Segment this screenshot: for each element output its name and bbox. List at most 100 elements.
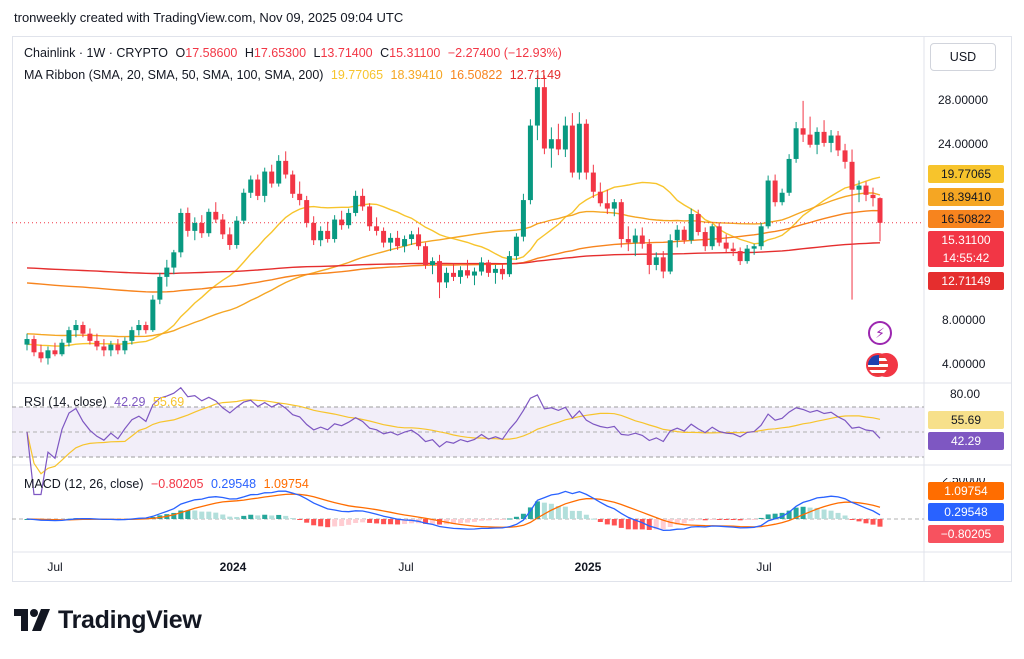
macd-histogram-bar [814, 507, 820, 519]
candle-up [611, 202, 617, 209]
ma100-value: 16.50822 [450, 68, 503, 82]
macd-line [26, 490, 881, 532]
rsi-line [26, 386, 881, 496]
macd-signal-value: 1.09754 [263, 477, 309, 491]
macd-histogram-bar [723, 519, 729, 520]
candle-up [534, 87, 540, 126]
candle-down [660, 257, 666, 272]
rsi-value: 42.29 [114, 395, 146, 409]
candle-down [360, 195, 366, 207]
candle-down [800, 128, 806, 135]
rsi-title: RSI (14, close) [24, 395, 107, 409]
macd-histogram-bar [695, 519, 701, 521]
chart-frame [12, 36, 1012, 582]
ma-title: MA Ribbon (SMA, 20, SMA, 50, SMA, 100, S… [24, 68, 324, 82]
macd-histogram-bar [877, 519, 883, 527]
candle-down [842, 150, 848, 162]
candle-down [143, 325, 149, 331]
candle-down [304, 200, 310, 223]
chart-header: tronweekly created with TradingView.com,… [14, 10, 404, 25]
macd-histogram-bar [758, 517, 764, 519]
macd-histogram-bar [555, 506, 561, 519]
candle-up [346, 212, 352, 226]
candle-up [206, 211, 212, 234]
close-label: C [380, 46, 390, 60]
candle-up [513, 236, 519, 257]
candle-down [499, 268, 505, 275]
macd-histogram-bar [360, 519, 366, 523]
macd-signal-line [26, 493, 881, 528]
candle-down [716, 226, 722, 243]
macd-histogram-bar [870, 519, 876, 525]
candle-down [416, 234, 422, 247]
symbol-title: Chainlink · 1W · CRYPTO [24, 46, 169, 60]
price-legend: Chainlink · 1W · CRYPTO O17.58600 H17.65… [24, 46, 566, 60]
candle-down [555, 139, 561, 150]
candle-up [527, 125, 533, 201]
sma50-line [26, 192, 881, 338]
macd-histogram-bar [199, 511, 205, 519]
macd-histogram-bar [478, 519, 484, 521]
candle-up [409, 234, 415, 240]
macd-histogram-bar [863, 519, 869, 524]
macd-histogram-bar [423, 519, 429, 524]
candle-up [332, 219, 338, 240]
currency-button[interactable]: USD [930, 43, 996, 71]
bar-countdown: 14:55:42 [942, 251, 990, 265]
candle-down [485, 262, 491, 273]
candle-down [339, 219, 345, 226]
macd-histogram-bar [464, 519, 470, 523]
candle-down [101, 346, 107, 351]
candle-down [737, 251, 743, 262]
candle-down [590, 172, 596, 192]
macd-histogram-bar [457, 519, 463, 524]
macd-histogram-bar [702, 519, 708, 521]
macd-histogram-bar [786, 510, 792, 519]
tradingview-logo[interactable]: TradingView [14, 606, 202, 635]
candle-down [646, 243, 652, 265]
tradingview-wordmark: TradingView [58, 606, 202, 634]
macd-histogram-bar [772, 513, 778, 519]
candle-down [374, 226, 380, 231]
rsi-ma-line [26, 399, 881, 475]
macd-histogram-bar [856, 519, 862, 522]
ma50-price-badge: 18.39410 [928, 188, 1004, 206]
candle-down [695, 214, 701, 233]
macd-histogram-bar [527, 507, 533, 519]
macd-histogram-bar [660, 519, 666, 530]
rsi-legend: RSI (14, close) 42.29 55.69 [24, 395, 188, 409]
candle-down [583, 123, 589, 173]
macd-histogram-bar [835, 512, 841, 519]
macd-histogram-bar [437, 519, 443, 525]
macd-histogram-bar [744, 519, 750, 520]
macd-histogram-bar [367, 519, 373, 523]
close-value: 15.31100 [389, 46, 441, 60]
candle-up [353, 195, 359, 213]
macd-histogram-bar [262, 514, 268, 519]
macd-histogram-bar [583, 514, 589, 519]
macd-histogram-bar [681, 519, 687, 524]
macd-histogram-bar [611, 519, 617, 526]
price-tick-4: 4.00000 [942, 357, 986, 371]
ma200-price-badge: 12.71149 [928, 272, 1004, 290]
candle-up [758, 226, 764, 247]
macd-histogram-bar [562, 506, 568, 519]
lightning-event-icon[interactable]: ⚡ [868, 321, 892, 345]
ma-legend: MA Ribbon (SMA, 20, SMA, 50, SMA, 100, S… [24, 68, 565, 82]
ma20-value: 19.77065 [330, 68, 384, 82]
macd-hist-value: −0.80205 [150, 477, 204, 491]
candle-up [667, 240, 673, 272]
macd-histogram-bar [485, 519, 491, 521]
macd-histogram-bar [499, 519, 505, 520]
macd-histogram-bar [339, 519, 345, 527]
candle-down [325, 230, 331, 240]
ma100-price-badge: 16.50822 [928, 210, 1004, 228]
candle-up [276, 160, 282, 184]
us-flag-event-icon[interactable] [866, 353, 898, 379]
candle-up [66, 330, 72, 343]
candle-down [297, 193, 303, 201]
candle-down [220, 219, 226, 235]
high-value: 17.65300 [253, 46, 307, 60]
rsi-ma-value: 55.69 [152, 395, 185, 409]
